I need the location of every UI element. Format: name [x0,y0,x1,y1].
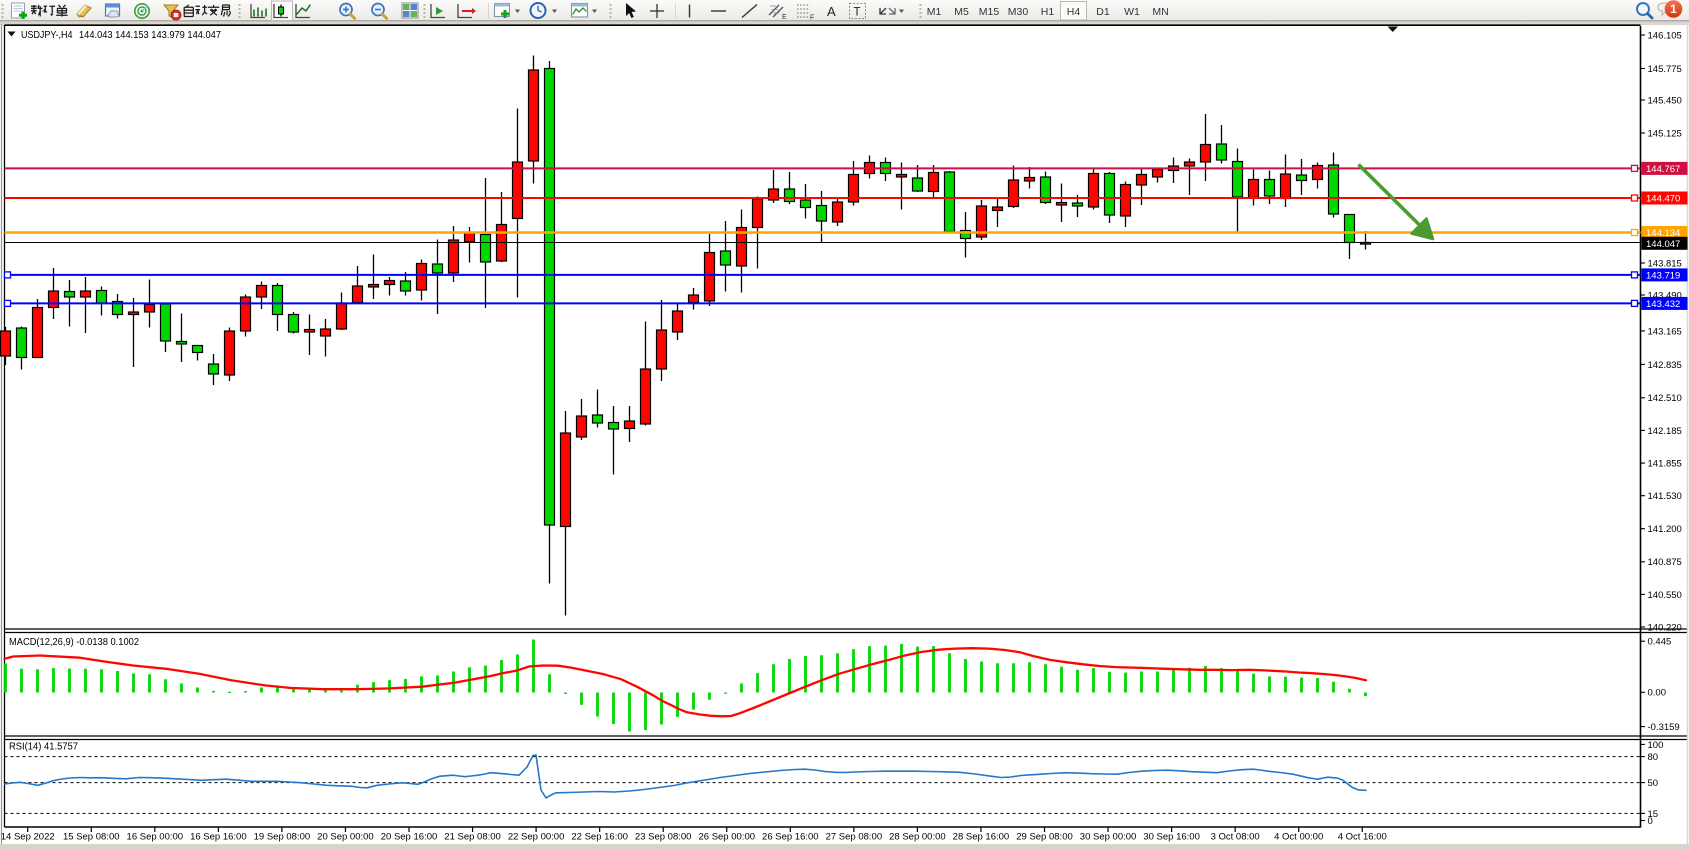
svg-text:143.815: 143.815 [1648,258,1682,269]
svg-text:RSI(14) 41.5757: RSI(14) 41.5757 [9,742,78,753]
svg-text:D1: D1 [1096,6,1110,18]
svg-text:E: E [782,14,787,21]
svg-text:141.855: 141.855 [1648,459,1682,470]
svg-text:H1: H1 [1041,6,1055,18]
svg-text:USDJPY-,H4: USDJPY-,H4 [21,30,73,41]
svg-text:141.530: 141.530 [1648,491,1682,502]
svg-text:4 Oct 16:00: 4 Oct 16:00 [1338,832,1387,843]
svg-text:W1: W1 [1124,6,1140,18]
svg-text:16 Sep 00:00: 16 Sep 00:00 [127,832,184,843]
svg-text:4 Oct 00:00: 4 Oct 00:00 [1274,832,1323,843]
svg-text:140.220: 140.220 [1648,622,1682,633]
svg-text:145.775: 145.775 [1648,64,1682,75]
svg-text:MACD(12,26,9) -0.0138 0.1002: MACD(12,26,9) -0.0138 0.1002 [9,637,139,648]
svg-text:143.490: 143.490 [1648,290,1682,301]
svg-text:144.767: 144.767 [1646,164,1680,175]
svg-text:M15: M15 [979,6,1000,18]
svg-text:28 Sep 16:00: 28 Sep 16:00 [953,832,1010,843]
svg-text:M1: M1 [927,6,942,18]
svg-text:26 Sep 00:00: 26 Sep 00:00 [698,832,755,843]
svg-text:143.165: 143.165 [1648,326,1682,337]
svg-text:100: 100 [1648,740,1664,751]
svg-text:141.200: 141.200 [1648,524,1682,535]
svg-text:3 Oct 08:00: 3 Oct 08:00 [1211,832,1260,843]
svg-text:M5: M5 [954,6,969,18]
svg-text:80: 80 [1648,752,1659,763]
svg-text:M30: M30 [1008,6,1029,18]
svg-text:144.470: 144.470 [1646,194,1680,205]
svg-text:30 Sep 16:00: 30 Sep 16:00 [1143,832,1200,843]
svg-text:144.043 144.153 143.979 144.04: 144.043 144.153 143.979 144.047 [79,30,221,41]
svg-text:50: 50 [1648,778,1659,789]
svg-text:142.835: 142.835 [1648,360,1682,371]
svg-text:28 Sep 00:00: 28 Sep 00:00 [889,832,946,843]
svg-text:140.875: 140.875 [1648,557,1682,568]
svg-text:-0.3159: -0.3159 [1648,722,1680,733]
svg-text:143.432: 143.432 [1646,299,1680,310]
svg-text:27 Sep 08:00: 27 Sep 08:00 [826,832,883,843]
svg-text:20 Sep 16:00: 20 Sep 16:00 [381,832,438,843]
svg-text:21 Sep 08:00: 21 Sep 08:00 [444,832,501,843]
svg-text:144.047: 144.047 [1646,239,1680,250]
svg-text:145.450: 145.450 [1648,95,1682,106]
svg-text:0.445: 0.445 [1648,637,1672,648]
svg-text:T: T [854,7,861,19]
svg-text:1: 1 [1670,2,1677,16]
svg-text:22 Sep 00:00: 22 Sep 00:00 [508,832,565,843]
svg-text:30 Sep 00:00: 30 Sep 00:00 [1080,832,1137,843]
svg-text:F: F [810,15,814,22]
svg-text:143.719: 143.719 [1646,271,1680,282]
svg-text:144.134: 144.134 [1646,228,1680,239]
svg-text:0: 0 [1648,816,1653,827]
svg-text:146.105: 146.105 [1648,30,1682,41]
svg-text:14 Sep 2022: 14 Sep 2022 [1,832,55,843]
svg-text:140.550: 140.550 [1648,590,1682,601]
svg-text:22 Sep 16:00: 22 Sep 16:00 [571,832,628,843]
svg-text:0.00: 0.00 [1648,688,1667,699]
svg-text:20 Sep 00:00: 20 Sep 00:00 [317,832,374,843]
svg-text:H4: H4 [1067,6,1081,18]
svg-text:26 Sep 16:00: 26 Sep 16:00 [762,832,819,843]
svg-text:23 Sep 08:00: 23 Sep 08:00 [635,832,692,843]
svg-text:29 Sep 08:00: 29 Sep 08:00 [1016,832,1073,843]
svg-text:MN: MN [1152,6,1168,18]
svg-text:16 Sep 16:00: 16 Sep 16:00 [190,832,247,843]
svg-text:142.185: 142.185 [1648,426,1682,437]
svg-text:15: 15 [1648,809,1659,820]
svg-text:19 Sep 08:00: 19 Sep 08:00 [254,832,311,843]
svg-text:15 Sep 08:00: 15 Sep 08:00 [63,832,120,843]
svg-text:A: A [827,4,836,19]
svg-text:142.510: 142.510 [1648,393,1682,404]
svg-text:145.125: 145.125 [1648,128,1682,139]
